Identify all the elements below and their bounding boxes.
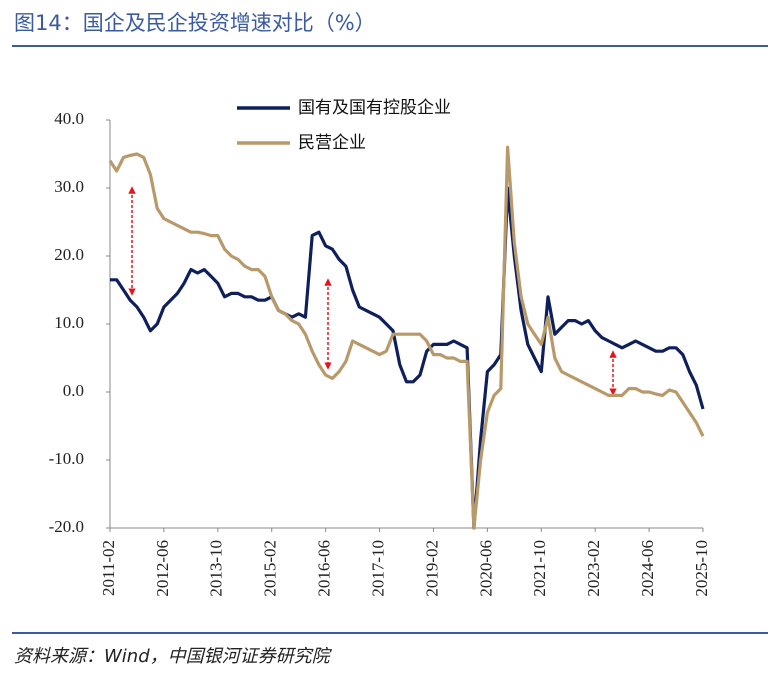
y-tick-label: 30.0 — [54, 177, 84, 196]
x-tick-label: 2016-06 — [315, 540, 334, 597]
x-tick-label: 2019-02 — [422, 540, 441, 597]
x-tick-label: 2013-10 — [207, 540, 226, 597]
gap-arrows — [128, 186, 617, 396]
y-tick-label: -10.0 — [49, 449, 84, 468]
x-tick-label: 2023-02 — [584, 540, 603, 597]
x-tick-label: 2025-10 — [692, 540, 711, 597]
y-tick-label: 0.0 — [63, 381, 84, 400]
y-tick-label: -20.0 — [49, 517, 84, 536]
source: 资料来源：Wind，中国银河证券研究院 — [14, 646, 333, 667]
x-tick-label: 2012-06 — [153, 540, 172, 597]
x-tick-label: 2015-02 — [261, 540, 280, 597]
legend-label: 国有及国有控股企业 — [298, 98, 451, 118]
y-tick-label: 20.0 — [54, 245, 84, 264]
x-tick-label: 2011-02 — [99, 540, 118, 596]
y-tick-label: 10.0 — [54, 313, 84, 332]
title: 图14：国企及民企投资增速对比（%） — [14, 11, 376, 35]
legend-label: 民营企业 — [298, 133, 366, 153]
x-tick-label: 2024-06 — [638, 540, 657, 597]
x-tick-label: 2020-06 — [476, 540, 495, 597]
series-line — [110, 186, 705, 530]
x-tick-label: 2021-10 — [530, 540, 549, 597]
y-tick-label: 40.0 — [54, 109, 84, 128]
x-tick-label: 2017-10 — [368, 540, 387, 597]
series-line — [108, 145, 705, 530]
